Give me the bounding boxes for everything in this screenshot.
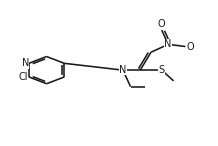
Text: Cl: Cl (18, 72, 28, 82)
Text: S: S (159, 65, 165, 75)
Text: N: N (165, 39, 172, 49)
Text: O: O (186, 41, 194, 52)
Text: O: O (158, 19, 165, 29)
Text: N: N (119, 65, 127, 75)
Text: N: N (22, 58, 29, 68)
